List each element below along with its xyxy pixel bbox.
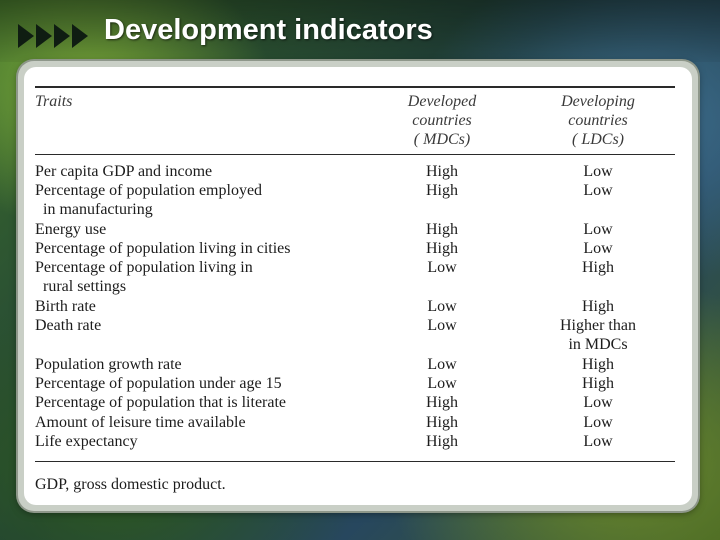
trait-text: Percentage of population living in citie…	[35, 240, 291, 257]
mdc-cell: High	[426, 221, 458, 238]
mdc-cell: High	[426, 240, 458, 257]
trait-text: Per capita GDP and income	[35, 163, 213, 180]
mdc-cell: High	[426, 182, 458, 199]
trait-text: Percentage of population living in	[35, 259, 253, 276]
arrow-icon	[18, 24, 34, 48]
trait-cell: Energy use	[35, 220, 365, 239]
bottom-rule	[35, 461, 675, 462]
trait-cell: Death rate	[35, 316, 365, 335]
trait-text: Life expectancy	[35, 433, 138, 450]
trait-text: Amount of leisure time available	[35, 414, 246, 431]
header-developed: Developed countries ( MDCs)	[377, 92, 507, 149]
table-panel: Traits Developed countries ( MDCs) Devel…	[24, 67, 692, 505]
ldc-cell: Low	[583, 240, 613, 257]
mdc-cell: Low	[427, 356, 457, 373]
top-rule	[35, 86, 675, 88]
mdc-cell: Low	[427, 298, 457, 315]
ldc-cell: Low	[583, 433, 613, 450]
table-body: Per capita GDP and income High Low Perce…	[35, 155, 675, 461]
trait-text-continued: in manufacturing	[43, 201, 153, 218]
trait-cell: Birth rate	[35, 297, 365, 316]
header-developed-line1: Developed	[407, 93, 477, 110]
trait-cell: Percentage of population living in rural…	[35, 258, 365, 296]
header-developing-line3: ( LDCs)	[571, 131, 624, 148]
trait-text: Energy use	[35, 221, 107, 238]
trait-cell: Amount of leisure time available	[35, 413, 365, 432]
trait-text: Birth rate	[35, 298, 96, 315]
header-developing: Developing countries ( LDCs)	[533, 92, 663, 149]
ldc-cell: High	[582, 259, 614, 276]
trait-text-continued: rural settings	[43, 278, 127, 295]
trait-cell: Percentage of population employed in man…	[35, 181, 365, 219]
header-traits: Traits	[35, 93, 73, 110]
arrow-icon	[54, 24, 70, 48]
mdc-cell: High	[426, 414, 458, 431]
trait-cell: Life expectancy	[35, 432, 365, 451]
trait-cell: Per capita GDP and income	[35, 162, 365, 181]
header-developed-line3: ( MDCs)	[413, 131, 471, 148]
mdc-cell: High	[426, 163, 458, 180]
trait-text: Percentage of population that is literat…	[35, 394, 287, 411]
mdc-cell: Low	[427, 375, 457, 392]
trait-cell: Percentage of population living in citie…	[35, 239, 365, 258]
trait-text: Death rate	[35, 317, 102, 334]
mdc-cell: Low	[427, 317, 457, 334]
ldc-text-continued: in MDCs	[568, 336, 628, 353]
arrow-icon	[36, 24, 52, 48]
trait-text: Population growth rate	[35, 356, 182, 373]
trait-text: Percentage of population under age 15	[35, 375, 282, 392]
ldc-cell: Low	[583, 163, 613, 180]
header-rule	[35, 154, 675, 155]
ldc-cell: Low	[583, 221, 613, 238]
table-footnote: GDP, gross domestic product.	[35, 476, 226, 493]
ldc-cell: Low	[583, 414, 613, 431]
ldc-cell: High	[582, 298, 614, 315]
bullet-arrows-icon	[18, 24, 90, 48]
ldc-cell: Low	[583, 394, 613, 411]
mdc-cell: High	[426, 394, 458, 411]
slide-title: Development indicators	[104, 14, 433, 46]
header-developed-line2: countries	[412, 112, 472, 129]
title-bar	[0, 0, 720, 62]
trait-cell: Population growth rate	[35, 355, 365, 374]
table-header: Traits Developed countries ( MDCs) Devel…	[35, 88, 675, 154]
mdc-cell: Low	[427, 259, 457, 276]
table-frame: Traits Developed countries ( MDCs) Devel…	[18, 61, 698, 511]
ldc-text: Higher than	[560, 317, 636, 334]
trait-cell: Percentage of population under age 15	[35, 374, 365, 393]
mdc-cell: High	[426, 433, 458, 450]
ldc-cell: High	[582, 356, 614, 373]
ldc-cell: High	[582, 375, 614, 392]
header-developing-line2: countries	[568, 112, 628, 129]
ldc-cell: Low	[583, 182, 613, 199]
arrow-icon	[72, 24, 88, 48]
ldc-cell: Higher than in MDCs	[533, 316, 663, 354]
trait-cell: Percentage of population that is literat…	[35, 393, 365, 412]
header-developing-line1: Developing	[561, 93, 635, 110]
trait-text: Percentage of population employed	[35, 182, 263, 199]
indicators-table: Traits Developed countries ( MDCs) Devel…	[35, 86, 675, 462]
